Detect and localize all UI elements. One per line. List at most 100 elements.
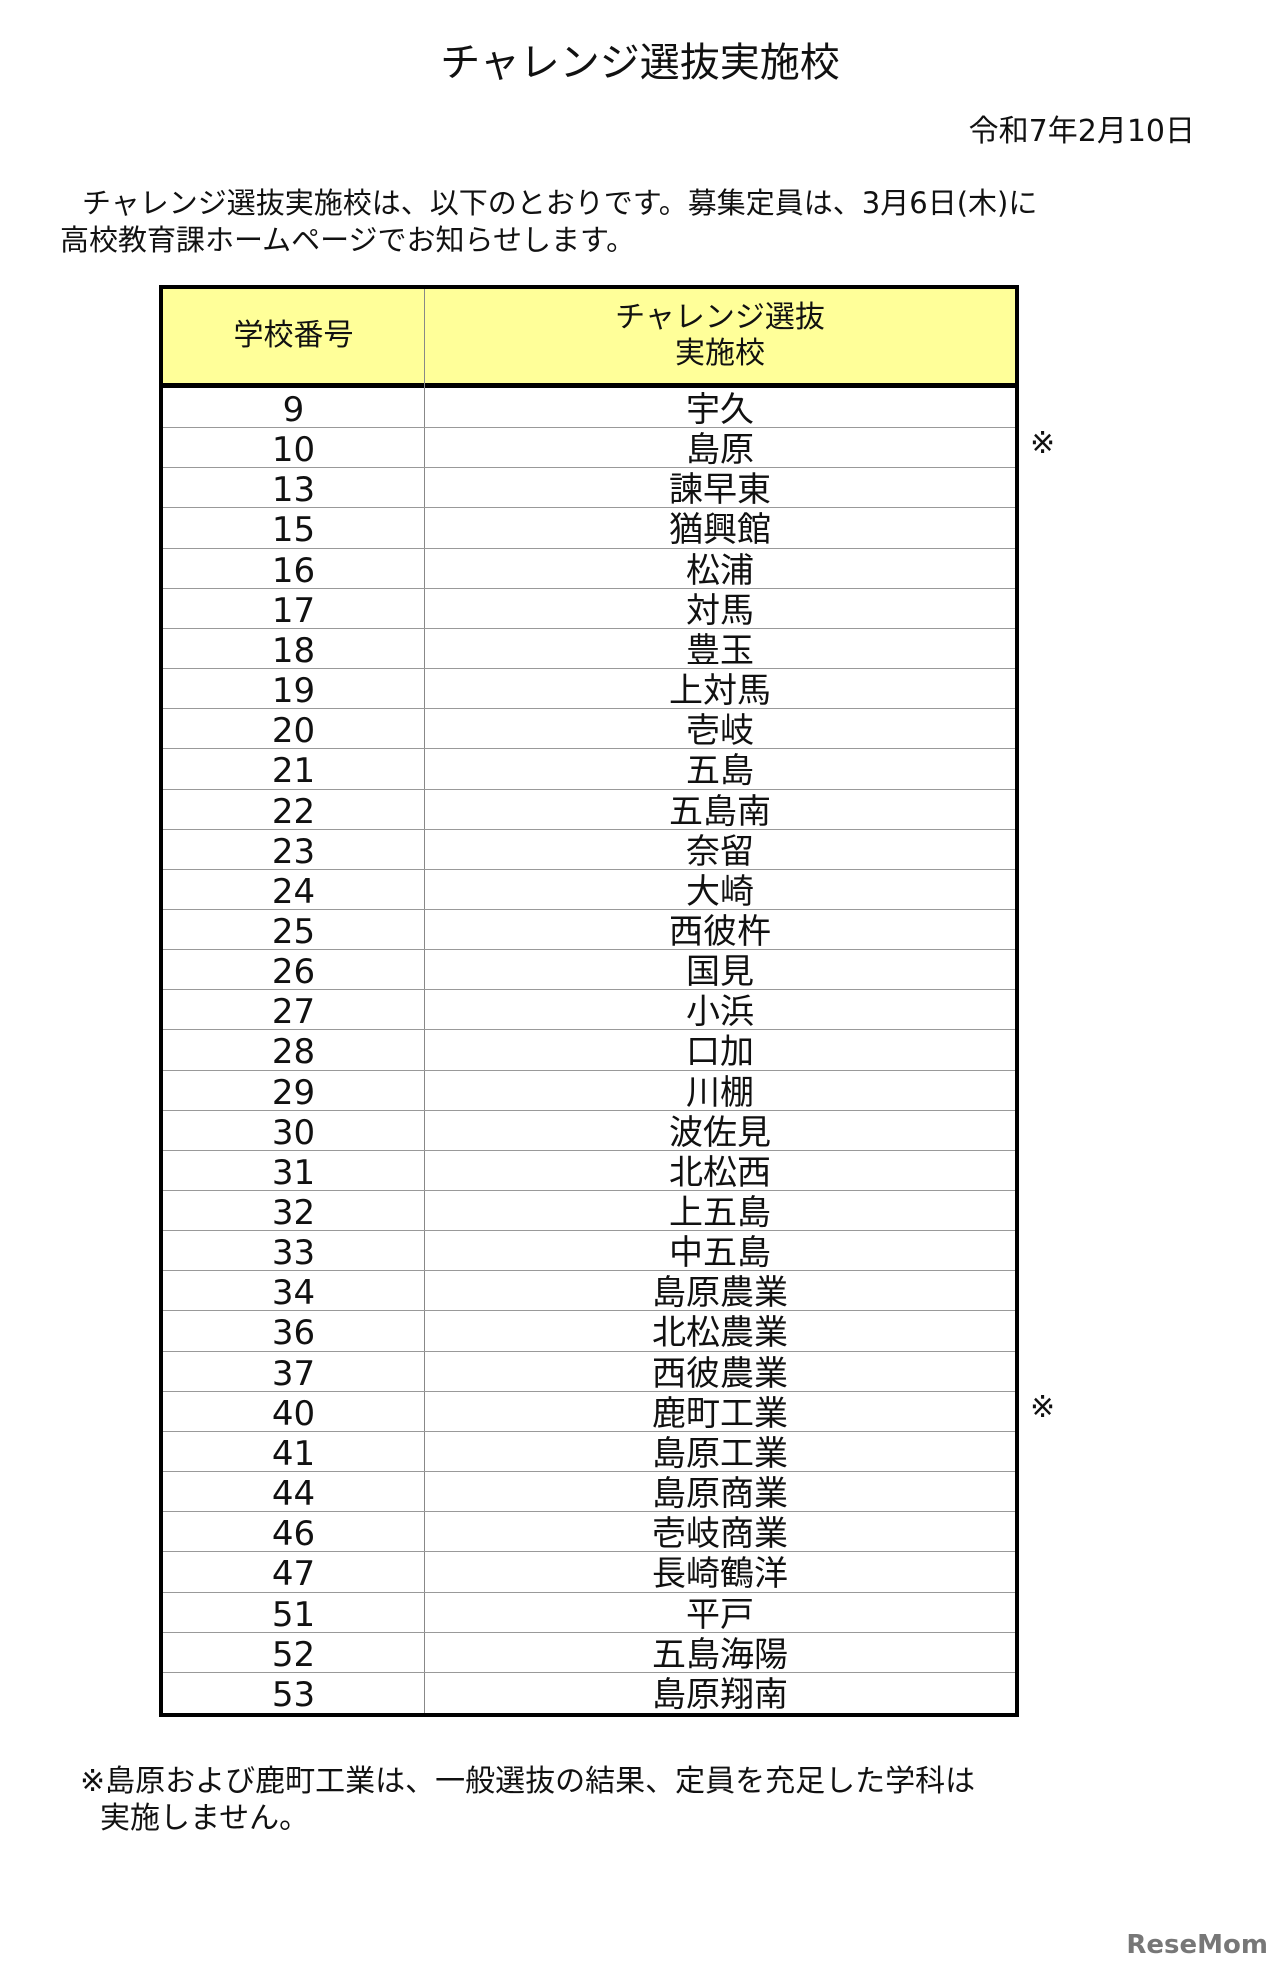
school-number: 30 [271, 1112, 316, 1153]
table-row: 47 長崎鶴洋 [163, 1552, 1015, 1595]
school-name: 奈留 [686, 831, 754, 872]
table-row: 41 島原工業 [163, 1432, 1015, 1474]
school-number: 13 [271, 470, 316, 511]
intro-line: チャレンジ選抜実施校は、以下のとおりです。募集定員は、3月6日(木)に [82, 186, 1038, 220]
school-name: 五島南 [669, 791, 771, 832]
table-row: 33 中五島 [163, 1231, 1015, 1274]
school-number: 41 [271, 1433, 316, 1474]
school-name: 西彼杵 [669, 911, 771, 952]
school-name: 豊玉 [686, 630, 754, 671]
row-note: ※ [1030, 426, 1056, 462]
school-number: 25 [271, 911, 316, 952]
school-name: 口加 [686, 1032, 754, 1073]
school-number: 9 [282, 390, 305, 430]
column-header: 学校番号 [233, 318, 354, 353]
school-number: 23 [271, 831, 316, 872]
school-number: 21 [271, 751, 316, 792]
school-name: 北松農業 [652, 1313, 788, 1354]
school-number: 40 [271, 1393, 316, 1434]
table-row: 23 奈留 [163, 830, 1015, 872]
table-header: 学校番号 チャレンジ選抜 実施校 [163, 289, 1015, 388]
table-row: 29 川棚 [163, 1071, 1015, 1113]
table-row: 17 対馬 [163, 589, 1015, 631]
table-row: 53 島原翔南 [163, 1673, 1015, 1715]
school-number: 32 [271, 1193, 316, 1234]
school-name: 対馬 [686, 590, 754, 631]
school-name: 島原翔南 [652, 1674, 788, 1715]
school-number: 47 [271, 1554, 316, 1595]
column-divider [424, 289, 425, 1713]
table-row: 20 壱岐 [163, 709, 1015, 752]
school-name: 北松西 [669, 1152, 771, 1193]
school-name: 川棚 [686, 1072, 754, 1113]
school-number: 20 [271, 711, 316, 752]
watermark: ReseMom [1126, 1930, 1268, 1960]
table-row: 21 五島 [163, 749, 1015, 792]
school-name: 上対馬 [669, 671, 771, 712]
footnote-line: 実施しません。 [100, 1801, 310, 1836]
school-number: 53 [271, 1674, 316, 1715]
school-name: 島原農業 [652, 1273, 788, 1314]
school-name: 島原商業 [652, 1474, 788, 1515]
school-number: 18 [271, 630, 316, 671]
school-number: 34 [271, 1273, 316, 1314]
table-row: 34 島原農業 [163, 1271, 1015, 1314]
table-row: 24 大崎 [163, 870, 1015, 912]
school-name: 国見 [686, 952, 754, 993]
school-number: 26 [271, 952, 316, 993]
table-row: 51 平戸 [163, 1593, 1015, 1635]
school-number: 28 [271, 1032, 316, 1073]
school-name: 大崎 [686, 871, 754, 912]
school-number: 51 [271, 1594, 316, 1635]
column-header: チャレンジ選抜 実施校 [615, 300, 825, 371]
table-row: 19 上対馬 [163, 669, 1015, 712]
table-row: 28 口加 [163, 1030, 1015, 1073]
table-row: 22 五島南 [163, 790, 1015, 832]
school-number: 17 [271, 590, 316, 631]
table-row: 13 諫早東 [163, 468, 1015, 511]
school-number: 31 [271, 1152, 316, 1193]
footnote-line: ※島原および鹿町工業は、一般選抜の結果、定員を充足した学科は [80, 1764, 976, 1799]
table-row: 18 豊玉 [163, 629, 1015, 671]
row-note: ※ [1030, 1389, 1056, 1425]
table-row: 30 波佐見 [163, 1111, 1015, 1153]
school-name: 小浜 [686, 992, 754, 1033]
table-row: 44 島原商業 [163, 1472, 1015, 1515]
school-name: 鹿町工業 [652, 1393, 788, 1434]
school-name: 壱岐 [686, 711, 754, 752]
school-name: 西彼農業 [652, 1353, 788, 1394]
school-number: 44 [271, 1474, 316, 1515]
title: チャレンジ選抜実施校 [440, 40, 840, 86]
table-row: 32 上五島 [163, 1191, 1015, 1234]
school-number: 52 [271, 1634, 316, 1675]
table-row: 10 島原 [163, 428, 1015, 470]
school-number: 33 [271, 1233, 316, 1274]
school-name: 松浦 [686, 550, 754, 591]
school-number: 27 [271, 992, 316, 1033]
table-row: 27 小浜 [163, 990, 1015, 1033]
school-name: 上五島 [669, 1193, 771, 1234]
table-row: 36 北松農業 [163, 1311, 1015, 1354]
table-row: 26 国見 [163, 950, 1015, 993]
school-name: 諫早東 [669, 470, 771, 511]
school-name: 五島海陽 [652, 1634, 788, 1675]
school-number: 19 [271, 671, 316, 712]
table: 学校番号 チャレンジ選抜 実施校 9 宇久 10 島原 13 諫早東 15 猶興館 16 松浦 17… [159, 285, 1019, 1717]
school-name: 長崎鶴洋 [652, 1554, 788, 1595]
school-number: 24 [271, 871, 316, 912]
table-body: 9 宇久 10 島原 13 諫早東 15 猶興館 16 松浦 17 対馬 18 豊玉 19 上対馬 20 壱岐 21… [163, 388, 1015, 1715]
school-number: 22 [271, 791, 316, 832]
school-number: 15 [271, 510, 316, 551]
table-row: 31 北松西 [163, 1151, 1015, 1193]
table-row: 15 猶興館 [163, 508, 1015, 551]
table-row: 46 壱岐商業 [163, 1512, 1015, 1554]
table-row: 40 鹿町工業 [163, 1392, 1015, 1434]
school-name: 中五島 [669, 1233, 771, 1274]
school-number: 16 [271, 550, 316, 591]
table-row: 16 松浦 [163, 549, 1015, 591]
table-row: 52 五島海陽 [163, 1633, 1015, 1675]
school-name: 平戸 [686, 1594, 754, 1635]
school-number: 29 [271, 1072, 316, 1113]
school-name: 猶興館 [669, 510, 771, 551]
